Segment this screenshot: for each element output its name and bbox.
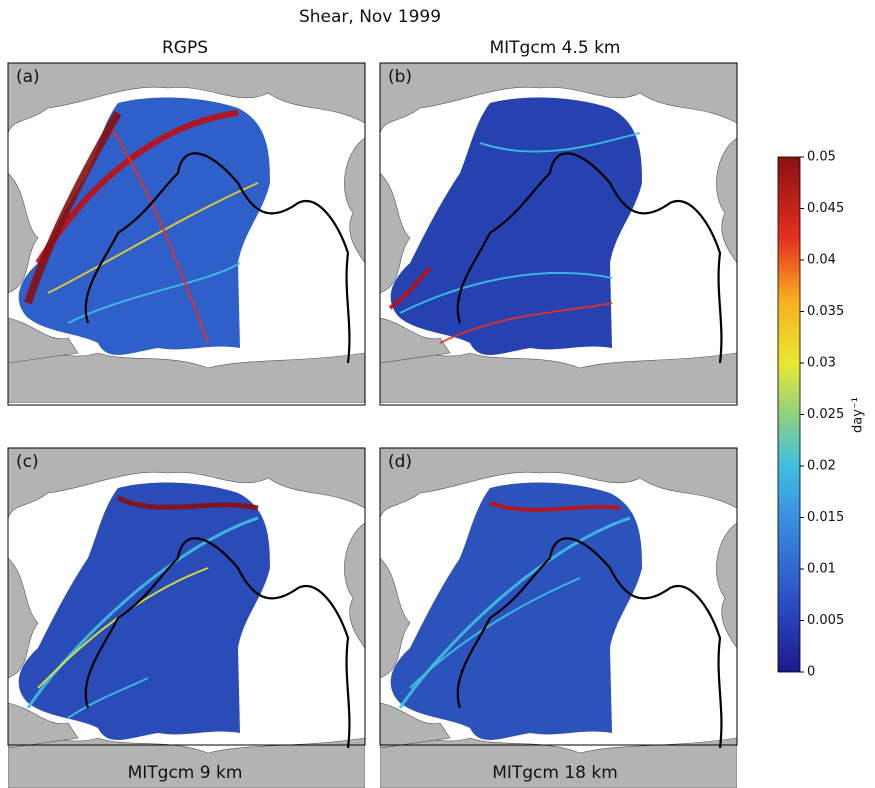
colorbar-tick-label: 0.04 [807, 253, 836, 268]
shear-feature [67, 677, 149, 719]
map-panel: (d) [379, 447, 738, 788]
panel-title: MITgcm 18 km [492, 763, 618, 783]
colorbar-tick-label: 0.05 [807, 150, 836, 165]
map-panel: (b) [379, 62, 738, 406]
shear-feature [399, 271, 613, 314]
shear-feature [116, 495, 259, 511]
map-panel: (a) [7, 62, 366, 406]
colorbar: day⁻¹ 0 0.005 0.01 0.015 0.02 0.025 0.03 0.035 0… [777, 150, 866, 680]
panel-tag: (a) [16, 67, 40, 87]
panel-frame [379, 62, 738, 406]
shear-feature [67, 262, 241, 324]
colorbar-tick-label: 0 [807, 665, 815, 680]
panel-frame [7, 447, 366, 746]
colorbar-tick-label: 0.03 [807, 356, 836, 371]
shear-feature [107, 122, 209, 344]
colorbar-tick-label: 0.045 [807, 201, 844, 216]
panel-tag: (d) [388, 452, 412, 472]
figure-title: Shear, Nov 1999 [299, 7, 441, 27]
panel-title: RGPS [162, 38, 208, 58]
panel-frame [379, 447, 738, 746]
colorbar-tick-label: 0.005 [807, 613, 844, 628]
colorbar-tick-label: 0.015 [807, 510, 844, 525]
panel-tag: (b) [388, 67, 412, 87]
shear-feature [388, 266, 432, 310]
panel-tag: (c) [16, 452, 39, 472]
map [380, 63, 737, 403]
colorbar-tick-label: 0.01 [807, 562, 836, 577]
shear-feature [398, 516, 631, 709]
colorbar-label: day⁻¹ [851, 397, 866, 433]
map [380, 448, 737, 788]
colorbar-scale [777, 156, 801, 673]
colorbar-tick-label: 0.035 [807, 304, 844, 319]
panel-title: MITgcm 9 km [128, 763, 243, 783]
colorbar-tick-label: 0.02 [807, 459, 836, 474]
shear-feature [24, 111, 122, 305]
panels: (a) RGPS (b) MITgcm 4.5 km (c) MITgcm 9 km (d)… [7, 38, 738, 788]
shear-feature [37, 567, 209, 689]
map-panel: (c) [7, 447, 366, 788]
shear-feature [26, 516, 259, 709]
shear-feature [439, 302, 613, 344]
shear-feature [47, 182, 259, 294]
panel-frame [7, 62, 366, 406]
map [8, 63, 365, 403]
map [8, 448, 365, 788]
colorbar-tick-label: 0.025 [807, 407, 844, 422]
panel-title: MITgcm 4.5 km [489, 38, 620, 58]
shear-feature [479, 132, 641, 153]
shear-feature [489, 501, 621, 512]
